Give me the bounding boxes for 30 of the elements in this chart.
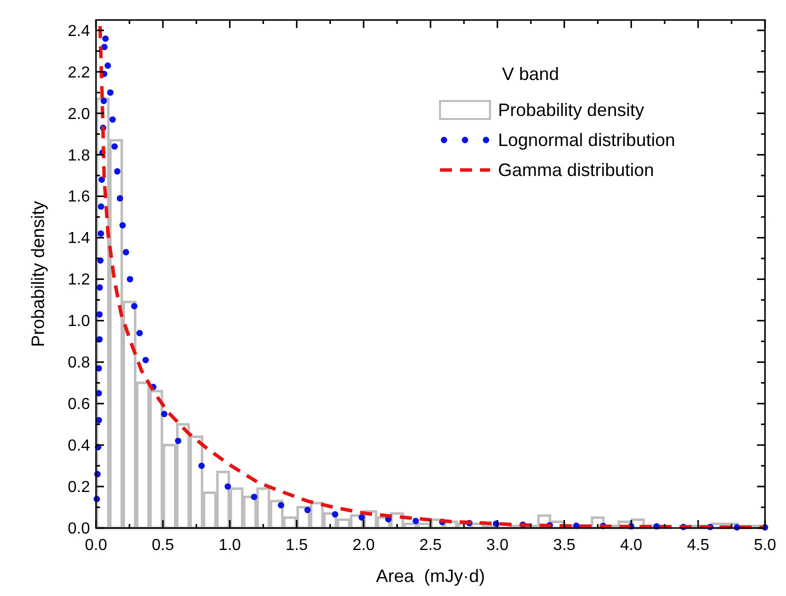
x-tick-label: 4.0	[620, 537, 642, 554]
x-tick-label: 1.5	[286, 537, 308, 554]
x-tick-label: 3.5	[553, 537, 576, 554]
x-tick-label: 4.5	[686, 537, 710, 554]
y-tick-label: 1.0	[68, 313, 90, 330]
y-tick-label: 0.0	[68, 520, 90, 538]
y-tick-label: 0.8	[68, 354, 90, 372]
y-tick-label: 1.4	[68, 230, 90, 248]
legend-title: V band	[502, 64, 560, 84]
y-tick-label: 1.6	[68, 188, 90, 206]
x-axis-title: Area (mJy·d)	[376, 566, 486, 586]
x-tick-label: 0.0	[84, 537, 108, 554]
x-tick-label: 2.0	[352, 537, 375, 554]
y-tick-label: 2.0	[68, 106, 90, 123]
x-tick-label: 2.5	[419, 537, 442, 554]
x-tick-label: 5.0	[754, 537, 776, 554]
y-tick-label: 2.2	[68, 64, 90, 82]
y-tick-label: 0.4	[68, 438, 90, 455]
x-tick-label: 3.0	[486, 537, 509, 554]
y-tick-label: 1.2	[68, 272, 90, 289]
legend-label: Lognormal distribution	[498, 130, 676, 150]
y-tick-label: 0.6	[68, 396, 90, 414]
y-axis-title: Probability density	[28, 200, 48, 348]
legend-label: Probability density	[498, 100, 644, 120]
x-tick-label: 0.5	[152, 537, 174, 554]
legend-label: Gamma distribution	[498, 160, 654, 180]
y-tick-label: 0.2	[68, 479, 90, 496]
y-tick-label: 2.4	[68, 22, 90, 40]
y-tick-label: 1.8	[68, 147, 90, 164]
x-tick-label: 1.0	[218, 537, 242, 554]
